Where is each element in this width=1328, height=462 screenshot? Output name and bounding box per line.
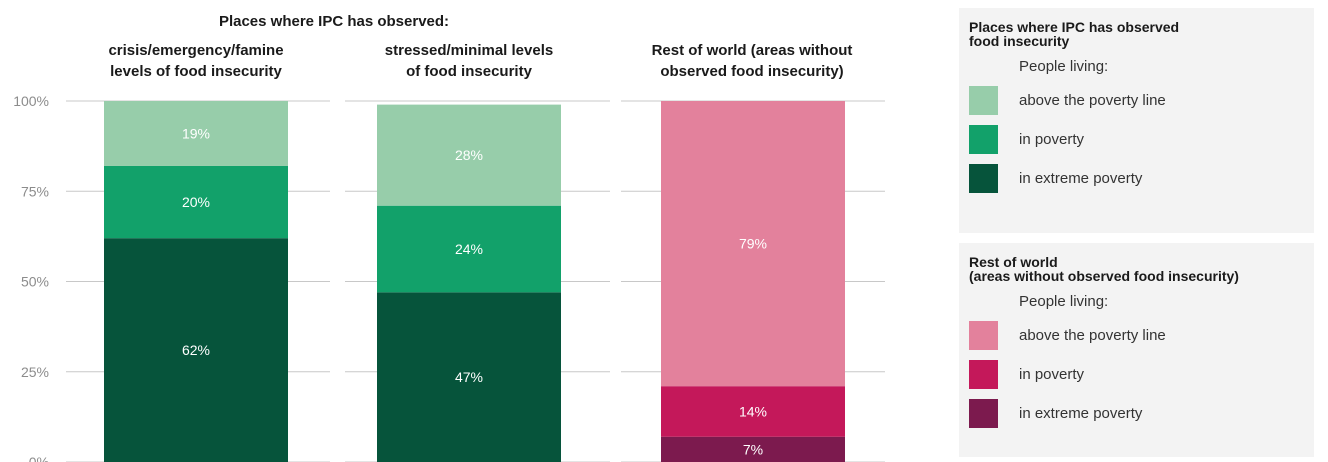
bar-value-label: 14% [739,403,767,419]
legend-item-rest-above-poverty: above the poverty line [969,321,1304,350]
bar-value-label: 47% [455,369,483,385]
swatch-rest-poverty [969,360,998,389]
y-tick-label: 0% [29,454,49,462]
legend-item-rest-extreme-poverty: in extreme poverty [969,399,1304,428]
swatch-ipc-extreme-poverty [969,164,998,193]
legend-ipc-subtitle: People living: [1019,58,1109,75]
bar-segment [377,292,561,462]
legend-item-rest-poverty: in poverty [969,360,1304,389]
legend-ipc-title: Places where IPC has observed food insec… [969,19,1180,49]
legend-label: in poverty [1019,366,1085,383]
legend-rest-of-world: Rest of world (areas without observed fo… [959,243,1314,457]
legend-rest-subtitle: People living: [1019,293,1109,310]
bar-segment [377,104,561,206]
swatch-ipc-poverty [969,125,998,154]
y-tick-label: 25% [21,364,49,380]
bar-segment [104,238,288,462]
bar-value-label: 62% [182,342,210,358]
bar-segment [377,205,561,293]
category-label: crisis/emergency/famine [108,42,283,59]
bar-value-label: 20% [182,194,210,210]
category-label: observed food insecurity) [660,63,843,80]
chart-header: Places where IPC has observed: [219,13,449,30]
swatch-rest-above-poverty [969,321,998,350]
legend-label: in extreme poverty [1019,170,1143,187]
legend-label: in poverty [1019,131,1085,148]
y-tick-label: 75% [21,183,49,199]
legend-label: above the poverty line [1019,92,1166,109]
bar-segment [661,101,845,387]
legend-label: in extreme poverty [1019,405,1143,422]
bar-value-label: 79% [739,236,767,252]
swatch-rest-extreme-poverty [969,399,998,428]
bar-segment [661,386,845,437]
y-tick-label: 50% [21,274,49,290]
y-tick-label: 100% [13,93,49,109]
bar-value-label: 28% [455,147,483,163]
legend-item-ipc-above-poverty: above the poverty line [969,86,1304,115]
legend-rest-title: Rest of world (areas without observed fo… [969,254,1239,284]
bar-segment [104,101,288,166]
category-label: Rest of world (areas without [652,42,853,59]
legend-item-ipc-poverty: in poverty [969,125,1304,154]
bar-layer [104,101,845,462]
category-label: levels of food insecurity [110,63,282,80]
bar-value-label: 19% [182,125,210,141]
legend-ipc: Places where IPC has observed food insec… [959,8,1314,233]
bar-segment [661,436,845,462]
bar-segment [104,165,288,239]
bar-value-label: 7% [743,441,763,457]
category-label: of food insecurity [406,63,532,80]
legend-label: above the poverty line [1019,327,1166,344]
stacked-bar-chart: 0% 25% 50% 75% 100% 62% 47% 7% 20% 24% 14% 19% 28% 79… [13,13,885,462]
swatch-ipc-above-poverty [969,86,998,115]
legend-item-ipc-extreme-poverty: in extreme poverty [969,164,1304,193]
bar-value-label: 24% [455,241,483,257]
category-label: stressed/minimal levels [385,42,553,59]
text-layer: 0% 25% 50% 75% 100% 62% 47% 7% 20% 24% 14% 19% 28% 79… [13,13,852,462]
